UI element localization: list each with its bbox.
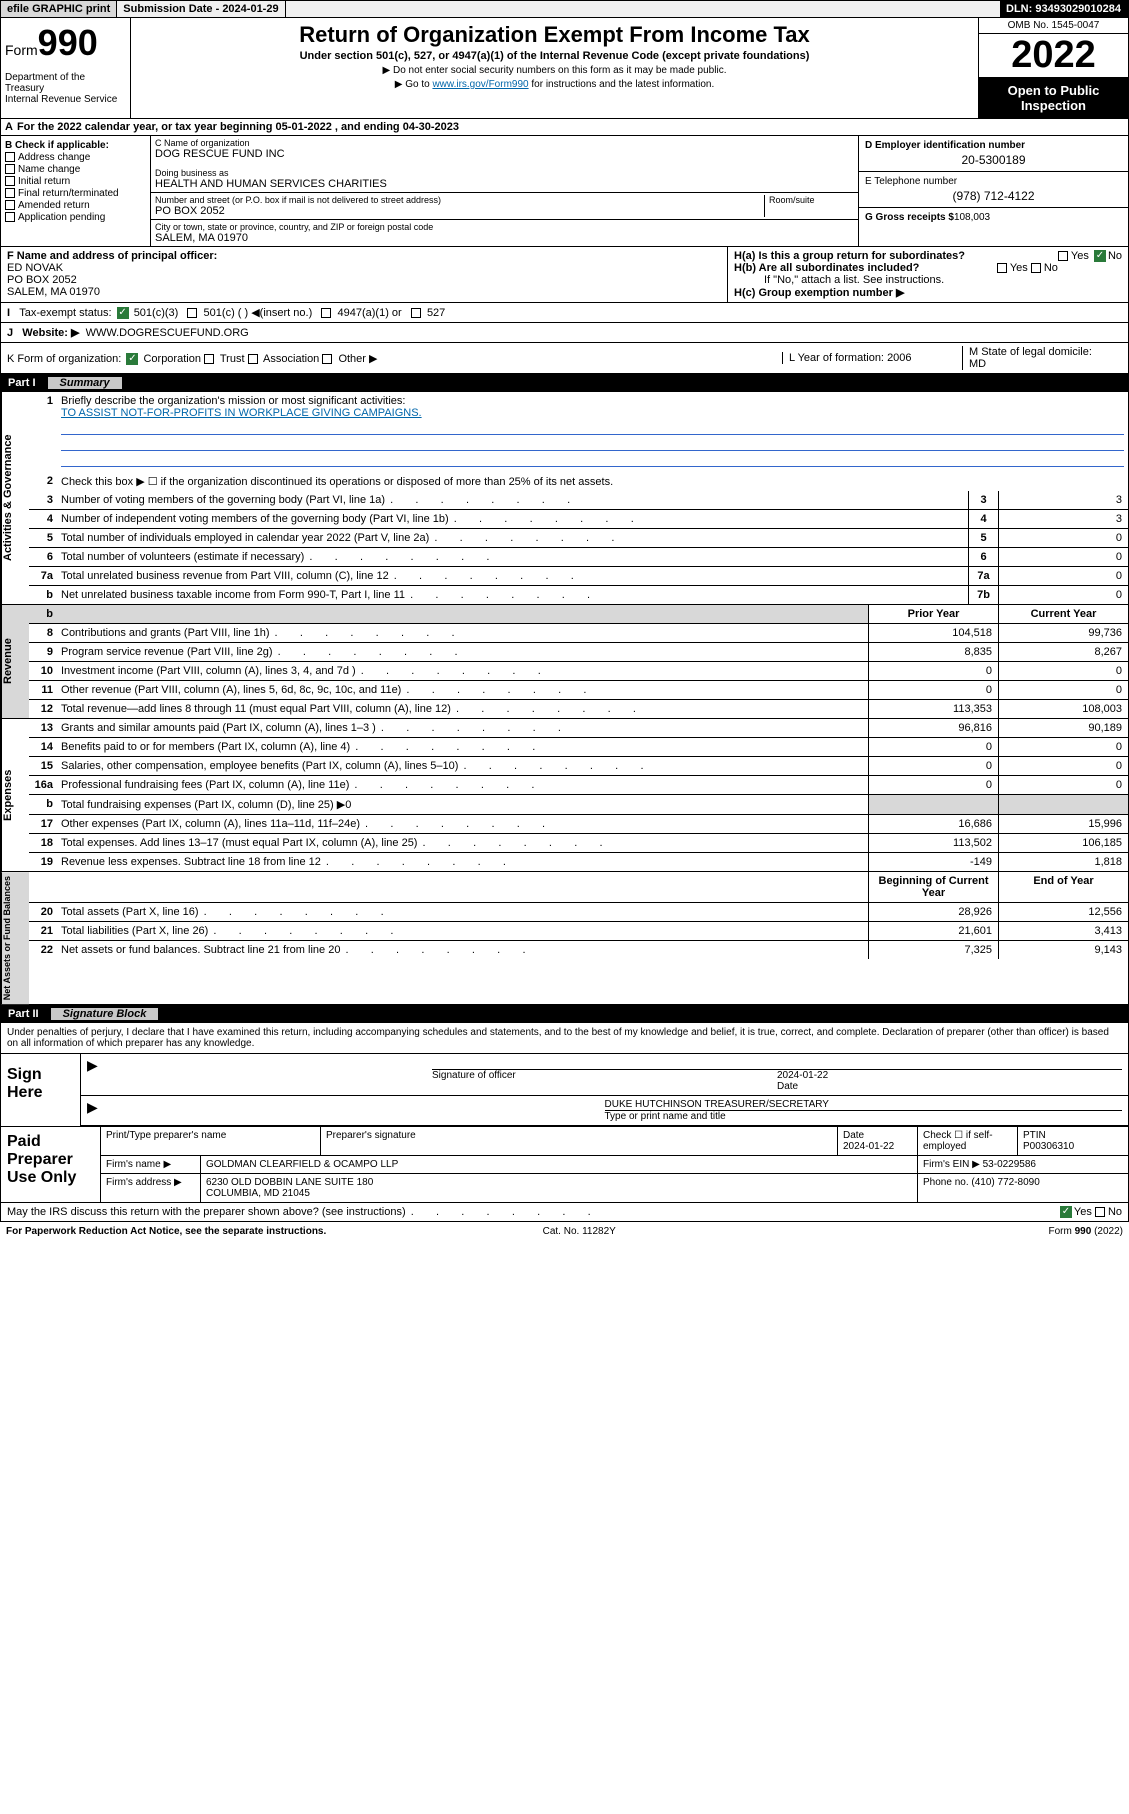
line-j-website: J Website: ▶ WWW.DOGRESCUEFUND.ORG	[0, 323, 1129, 343]
summary-governance: Activities & Governance 1 Briefly descri…	[0, 392, 1129, 605]
form-header: Form990 Department of the Treasury Inter…	[0, 18, 1129, 119]
efile-button[interactable]: efile GRAPHIC print	[1, 1, 117, 17]
tax-year: 2022	[979, 34, 1128, 78]
submission-date: Submission Date - 2024-01-29	[117, 1, 285, 17]
form-number: Form990	[5, 22, 126, 64]
col-right-ids: D Employer identification number 20-5300…	[858, 136, 1128, 246]
line-k-l-m: K Form of organization: ✓ Corporation Tr…	[0, 343, 1129, 374]
mission-text: TO ASSIST NOT-FOR-PROFITS IN WORKPLACE G…	[61, 407, 422, 419]
part-1-header: Part I Summary	[0, 374, 1129, 392]
irs-link[interactable]: www.irs.gov/Form990	[432, 79, 528, 90]
vtab-revenue: Revenue	[1, 605, 29, 718]
sign-here-label: Sign Here	[1, 1054, 81, 1126]
row-a-tax-year: AFor the 2022 calendar year, or tax year…	[0, 119, 1129, 136]
open-inspection: Open to Public Inspection	[979, 78, 1128, 118]
may-irs-discuss: May the IRS discuss this return with the…	[0, 1203, 1129, 1222]
summary-netassets: Net Assets or Fund Balances Beginning of…	[0, 872, 1129, 1005]
paid-preparer-block: Paid Preparer Use Only Print/Type prepar…	[0, 1127, 1129, 1203]
omb-number: OMB No. 1545-0047	[979, 18, 1128, 34]
perjury-declaration: Under penalties of perjury, I declare th…	[1, 1023, 1128, 1054]
department-label: Department of the Treasury Internal Reve…	[5, 72, 126, 105]
form-note-link: Go to www.irs.gov/Form990 for instructio…	[137, 79, 972, 90]
org-info-block: B Check if applicable: Address change Na…	[0, 136, 1129, 247]
vtab-expenses: Expenses	[1, 719, 29, 871]
top-toolbar: efile GRAPHIC print Submission Date - 20…	[0, 0, 1129, 18]
line-i-tax-status: I Tax-exempt status: ✓ 501(c)(3) 501(c) …	[0, 303, 1129, 323]
col-c-org: C Name of organization DOG RESCUE FUND I…	[151, 136, 858, 246]
signature-block: Under penalties of perjury, I declare th…	[0, 1023, 1129, 1127]
page-footer: For Paperwork Reduction Act Notice, see …	[0, 1222, 1129, 1241]
vtab-netassets: Net Assets or Fund Balances	[1, 872, 29, 1004]
col-b-checkboxes: B Check if applicable: Address change Na…	[1, 136, 151, 246]
form-note-ssn: Do not enter social security numbers on …	[137, 65, 972, 76]
form-subtitle: Under section 501(c), 527, or 4947(a)(1)…	[137, 50, 972, 62]
part-2-header: Part II Signature Block	[0, 1005, 1129, 1023]
form-title: Return of Organization Exempt From Incom…	[137, 22, 972, 48]
vtab-governance: Activities & Governance	[1, 392, 29, 604]
paid-preparer-label: Paid Preparer Use Only	[1, 1127, 101, 1202]
officer-group-block: F Name and address of principal officer:…	[0, 247, 1129, 303]
summary-revenue: Revenue bPrior YearCurrent Year 8Contrib…	[0, 605, 1129, 719]
summary-expenses: Expenses 13Grants and similar amounts pa…	[0, 719, 1129, 872]
dln-label: DLN: 93493029010284	[1000, 1, 1128, 17]
